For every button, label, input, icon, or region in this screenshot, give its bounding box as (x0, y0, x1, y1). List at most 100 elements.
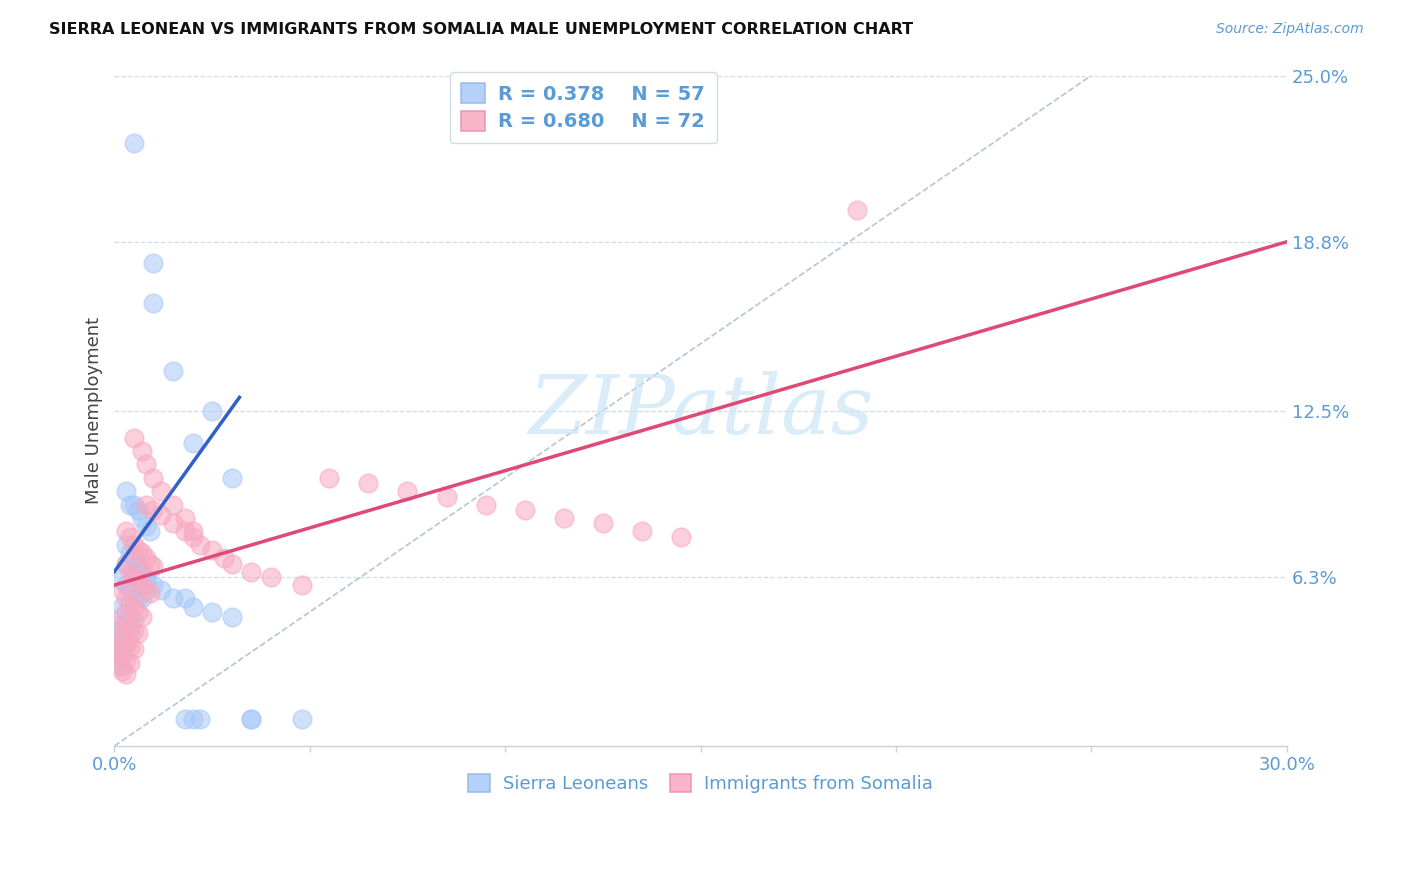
Point (111, 658, 134, 673)
Point (118, 546, 141, 560)
Point (181, 436, 204, 450)
Point (173, 511, 195, 525)
Point (138, 557, 160, 571)
Point (162, 591, 184, 606)
Point (115, 557, 138, 571)
Point (135, 551, 157, 566)
Point (150, 508, 173, 523)
Point (291, 578, 314, 592)
Point (135, 458, 157, 472)
Point (111, 632, 134, 646)
Point (181, 599, 204, 614)
Point (131, 511, 153, 525)
Point (115, 591, 138, 606)
Point (142, 256, 165, 270)
Point (131, 610, 153, 624)
Point (142, 471, 165, 485)
Point (111, 648, 134, 662)
Point (142, 503, 165, 517)
Point (135, 583, 157, 598)
Point (173, 524, 195, 539)
Point (135, 519, 157, 533)
Point (162, 498, 184, 512)
Point (122, 599, 145, 614)
Point (118, 498, 141, 512)
Point (135, 573, 157, 587)
Point (131, 565, 153, 579)
Point (127, 573, 149, 587)
Point (111, 610, 134, 624)
Point (122, 642, 145, 657)
Y-axis label: Male Unemployment: Male Unemployment (86, 318, 103, 504)
Point (107, 648, 129, 662)
Point (181, 524, 204, 539)
Legend: Sierra Leoneans, Immigrants from Somalia: Sierra Leoneans, Immigrants from Somalia (457, 763, 943, 804)
Text: SIERRA LEONEAN VS IMMIGRANTS FROM SOMALIA MALE UNEMPLOYMENT CORRELATION CHART: SIERRA LEONEAN VS IMMIGRANTS FROM SOMALI… (49, 22, 914, 37)
Point (181, 530, 204, 544)
Point (107, 640, 129, 654)
Point (118, 565, 141, 579)
Point (592, 516, 614, 531)
Point (240, 712, 263, 726)
Point (127, 626, 149, 640)
Point (221, 557, 243, 571)
Point (111, 573, 134, 587)
Point (162, 516, 184, 531)
Point (201, 543, 224, 558)
Point (115, 578, 138, 592)
Point (150, 583, 173, 598)
Point (111, 632, 134, 646)
Point (118, 530, 141, 544)
Point (122, 136, 145, 150)
Point (118, 626, 141, 640)
Point (122, 565, 145, 579)
Point (131, 591, 153, 606)
Point (318, 471, 340, 485)
Point (221, 471, 243, 485)
Point (107, 658, 129, 673)
Point (436, 490, 458, 504)
Point (115, 538, 138, 552)
Point (357, 476, 380, 491)
Point (118, 610, 141, 624)
Point (260, 570, 283, 584)
Point (122, 570, 145, 584)
Point (240, 712, 263, 726)
Point (118, 640, 141, 654)
Point (201, 403, 224, 417)
Point (122, 431, 145, 445)
Point (240, 565, 263, 579)
Point (190, 712, 212, 726)
Point (173, 591, 195, 606)
Point (115, 666, 138, 681)
Point (150, 484, 173, 499)
Point (122, 551, 145, 566)
Point (190, 538, 212, 552)
Point (173, 712, 195, 726)
Point (122, 591, 145, 606)
Text: Source: ZipAtlas.com: Source: ZipAtlas.com (1216, 22, 1364, 37)
Point (115, 524, 138, 539)
Point (111, 583, 134, 598)
Point (122, 624, 145, 638)
Point (118, 621, 141, 635)
Text: ZIPatlas: ZIPatlas (527, 371, 873, 450)
Point (181, 712, 204, 726)
Point (107, 626, 129, 640)
Point (127, 557, 149, 571)
Point (115, 637, 138, 651)
Point (669, 530, 692, 544)
Point (131, 444, 153, 458)
Point (122, 613, 145, 627)
Point (396, 484, 419, 499)
Point (553, 511, 575, 525)
Point (162, 363, 184, 377)
Point (115, 484, 138, 499)
Point (115, 624, 138, 638)
Point (115, 557, 138, 571)
Point (135, 498, 157, 512)
Point (131, 546, 153, 560)
Point (118, 656, 141, 670)
Point (127, 543, 149, 558)
Point (111, 599, 134, 614)
